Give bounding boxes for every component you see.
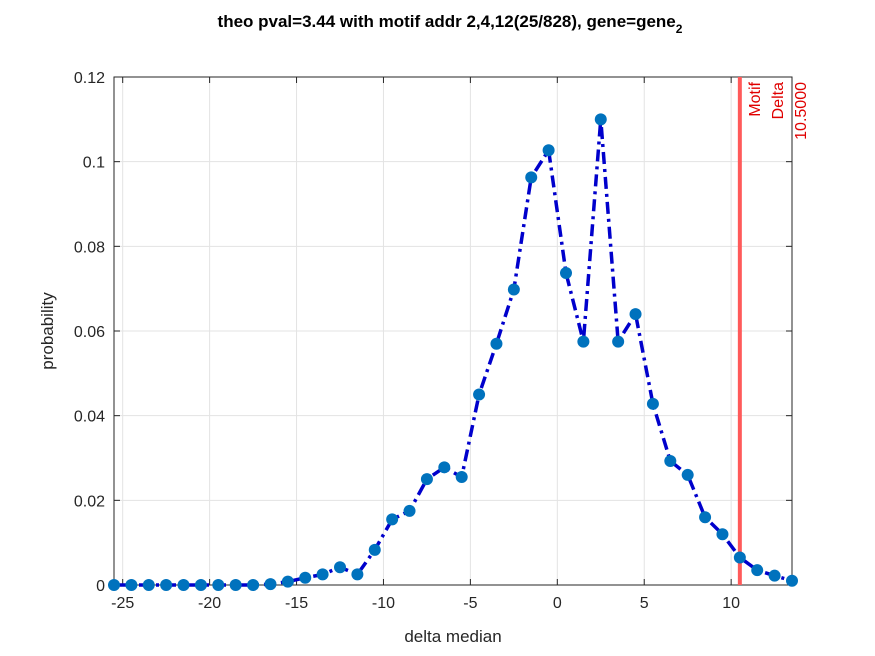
y-tick-label: 0.04 (74, 409, 105, 426)
data-point (212, 579, 225, 591)
data-point (507, 283, 520, 296)
data-point (455, 471, 468, 484)
x-tick-label: -25 (111, 595, 134, 612)
data-point (351, 568, 364, 581)
y-tick-label: 0.06 (74, 324, 105, 341)
x-tick-label: 5 (640, 595, 649, 612)
data-point (299, 571, 312, 584)
data-point (751, 564, 764, 577)
data-point (681, 468, 694, 481)
motif-delta-label: Delta (770, 82, 787, 119)
data-point (594, 113, 607, 126)
motif-delta-label: Motif (747, 81, 764, 116)
data-point (177, 579, 190, 591)
data-point (125, 579, 138, 591)
y-tick-label: 0.08 (74, 239, 105, 256)
data-point (334, 561, 346, 574)
y-axis-label: probability (38, 292, 57, 370)
data-point (525, 171, 538, 184)
data-point (768, 569, 781, 582)
x-axis-label: delta median (404, 627, 501, 646)
chart-title-main: theo pval=3.44 with motif addr 2,4,12(25… (218, 12, 676, 31)
data-point (542, 144, 555, 157)
motif-delta-label: 10.5000 (793, 82, 810, 140)
data-point (281, 575, 294, 588)
ticks: -25 -20 -15 -10 -5 0 5 10 0 0.02 0.04 0.06 0.08 0.1 0.… (74, 70, 792, 612)
chart-title-subscript: 2 (676, 22, 683, 36)
data-point (560, 267, 572, 280)
data-point (142, 579, 155, 591)
data-point (612, 335, 625, 348)
data-point (229, 579, 242, 591)
data-point (664, 454, 677, 467)
x-tick-label: 10 (722, 595, 740, 612)
y-tick-label: 0.1 (83, 155, 105, 172)
data-point (420, 473, 433, 486)
x-tick-label: -15 (285, 595, 308, 612)
data-point (264, 578, 277, 591)
x-tick-label: -10 (372, 595, 395, 612)
data-point (629, 308, 642, 321)
y-tick-label: 0 (96, 578, 105, 595)
data-point (716, 528, 729, 541)
x-tick-label: -20 (198, 595, 221, 612)
data-point (733, 551, 746, 564)
x-tick-label: 0 (553, 595, 562, 612)
motif-delta-line-group: Motif Delta 10.5000 (737, 77, 810, 585)
data-point (247, 579, 260, 591)
data-point (194, 579, 207, 591)
grid (114, 76, 792, 586)
x-tick-label: -5 (463, 595, 477, 612)
series-line (114, 117, 793, 587)
y-tick-label: 0.02 (74, 493, 105, 510)
data-point (490, 337, 503, 350)
data-point (438, 461, 451, 474)
data-point (786, 574, 798, 587)
data-point (386, 513, 399, 526)
data-point (403, 504, 416, 517)
y-tick-label: 0.12 (74, 70, 105, 87)
data-point (699, 511, 712, 524)
data-point (316, 568, 329, 581)
data-point (368, 543, 381, 556)
data-point (577, 335, 590, 348)
data-point (646, 397, 659, 410)
data-point (108, 579, 120, 591)
data-point (160, 579, 173, 591)
chart-title: theo pval=3.44 with motif addr 2,4,12(25… (218, 12, 683, 36)
series (108, 113, 798, 591)
data-point (473, 388, 486, 401)
